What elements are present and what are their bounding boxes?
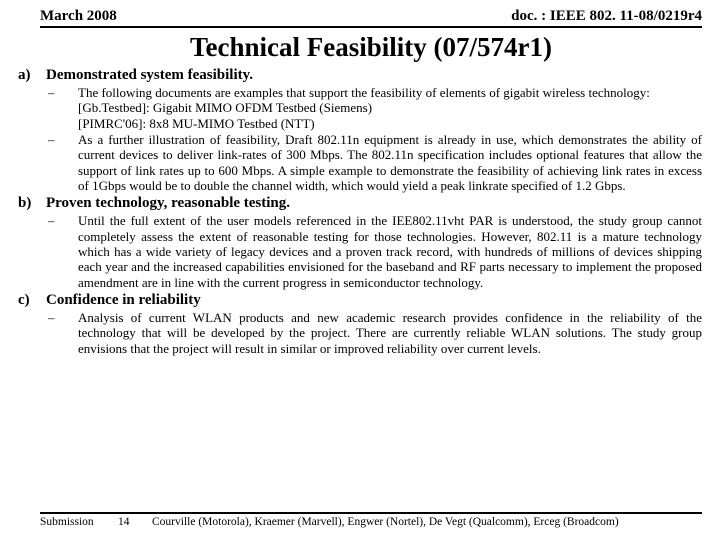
section-a: a) Demonstrated system feasibility. [18, 67, 702, 84]
bullet-item: – Analysis of current WLAN products and … [18, 310, 702, 356]
header-doc: doc. : IEEE 802. 11-08/0219r4 [511, 8, 702, 25]
bullet-text: Analysis of current WLAN products and ne… [78, 310, 702, 356]
header-date: March 2008 [40, 8, 117, 25]
bullet-item: – As a further illustration of feasibili… [18, 132, 702, 193]
bullet-dash: – [48, 213, 78, 290]
section-letter: c) [18, 292, 46, 309]
bullet-dash: – [48, 132, 78, 193]
bullet-dash: – [48, 310, 78, 356]
footer: Submission 14 Courville (Motorola), Krae… [40, 512, 702, 528]
bullet-item: – Until the full extent of the user mode… [18, 213, 702, 290]
bullet-text: Until the full extent of the user models… [78, 213, 702, 290]
footer-rule [40, 512, 702, 514]
section-heading: Proven technology, reasonable testing. [46, 195, 290, 212]
section-heading: Confidence in reliability [46, 292, 201, 309]
section-letter: a) [18, 67, 46, 84]
section-b: b) Proven technology, reasonable testing… [18, 195, 702, 212]
footer-names: Courville (Motorola), Kraemer (Marvell),… [152, 516, 702, 528]
footer-row: Submission 14 Courville (Motorola), Krae… [40, 516, 702, 528]
bullet-text: As a further illustration of feasibility… [78, 132, 702, 193]
bullet-item: – The following documents are examples t… [18, 85, 702, 131]
page-title: Technical Feasibility (07/574r1) [40, 32, 702, 63]
section-c: c) Confidence in reliability [18, 292, 702, 309]
bullet-dash: – [48, 85, 78, 131]
section-letter: b) [18, 195, 46, 212]
footer-page: 14 [118, 516, 152, 528]
header: March 2008 doc. : IEEE 802. 11-08/0219r4 [40, 8, 702, 28]
footer-submission: Submission [40, 516, 118, 528]
section-heading: Demonstrated system feasibility. [46, 67, 253, 84]
bullet-text: The following documents are examples tha… [78, 85, 650, 131]
